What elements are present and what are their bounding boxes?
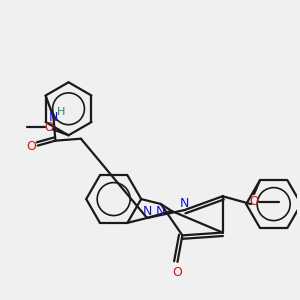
Text: N: N [142, 205, 152, 218]
Text: O: O [172, 266, 182, 279]
Text: O: O [44, 121, 53, 134]
Text: H: H [57, 107, 65, 117]
Text: N: N [180, 197, 189, 210]
Text: O: O [249, 195, 259, 208]
Text: O: O [26, 140, 36, 153]
Text: N: N [49, 111, 58, 124]
Text: N: N [156, 205, 166, 218]
